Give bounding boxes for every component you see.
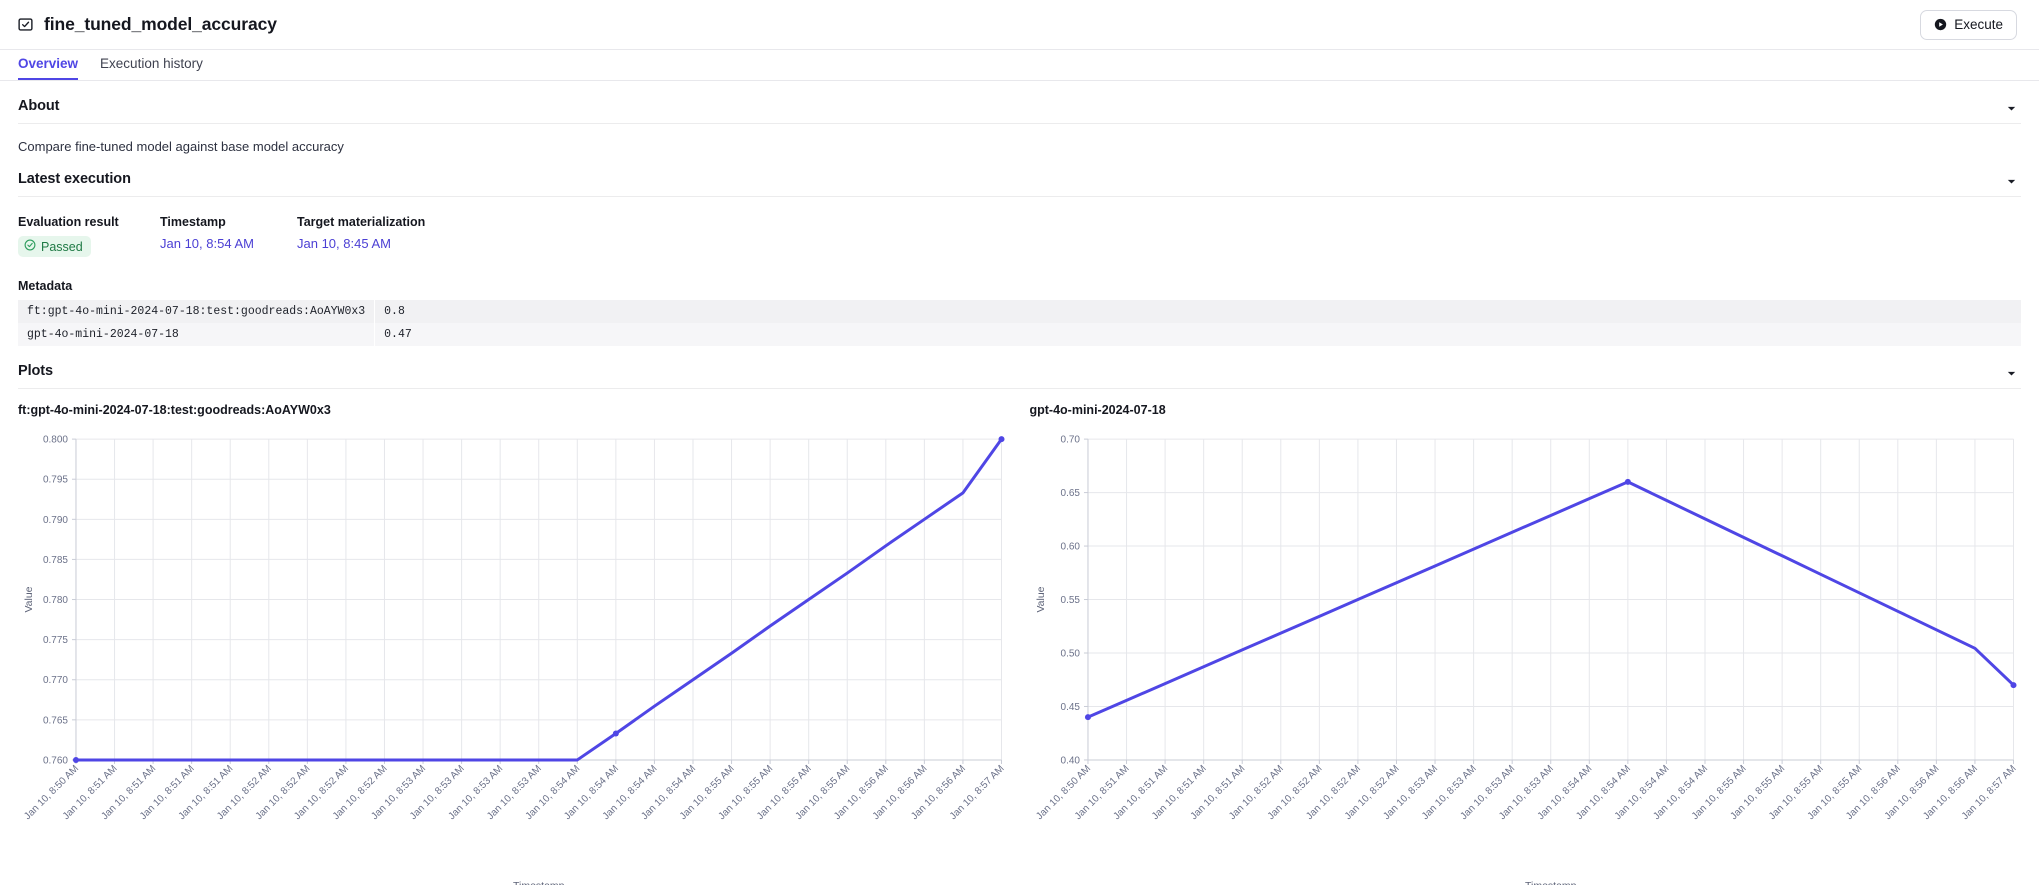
svg-text:0.800: 0.800	[43, 435, 68, 446]
about-section-header[interactable]: About	[18, 81, 2021, 123]
svg-text:0.785: 0.785	[43, 555, 68, 566]
svg-text:0.40: 0.40	[1060, 755, 1080, 766]
metadata-table: ft:gpt-4o-mini-2024-07-18:test:goodreads…	[18, 300, 2021, 346]
svg-text:0.760: 0.760	[43, 755, 68, 766]
latest-execution-heading: Latest execution	[18, 171, 131, 187]
execute-button[interactable]: Execute	[1920, 9, 2017, 40]
svg-text:Timestamp: Timestamp	[1525, 881, 1577, 885]
play-circle-icon	[1934, 18, 1947, 31]
timestamp-label: Timestamp	[160, 215, 226, 229]
svg-text:0.45: 0.45	[1060, 702, 1080, 713]
about-section: About Compare fine-tuned model against b…	[0, 81, 2039, 154]
plots-section: Plots ft:gpt-4o-mini-2024-07-18:test:goo…	[0, 346, 2039, 885]
tab-execution-history[interactable]: Execution history	[100, 56, 203, 71]
about-heading: About	[18, 98, 60, 114]
chevron-down-icon[interactable]	[2006, 366, 2017, 377]
metadata-value: 0.8	[384, 305, 405, 318]
metadata-heading: Metadata	[18, 279, 73, 293]
plots-divider	[18, 388, 2021, 389]
plot-card-base: gpt-4o-mini-2024-07-18 0.40 0.45 0.50 0.55 0…	[1030, 403, 2022, 885]
latest-execution-header[interactable]: Latest execution	[18, 154, 2021, 196]
tab-bar: Overview Execution history	[0, 50, 2039, 81]
execution-summary-grid: Evaluation result Timestamp Target mater…	[18, 197, 2021, 257]
svg-text:0.765: 0.765	[43, 715, 68, 726]
page-title: fine_tuned_model_accuracy	[44, 14, 277, 34]
line-chart-finetuned: 0.760 0.765 0.770 0.775 0.780 0.785 0.790 0.795…	[22, 435, 1006, 885]
plot-card-finetuned: ft:gpt-4o-mini-2024-07-18:test:goodreads…	[18, 403, 1010, 885]
svg-text:0.55: 0.55	[1060, 595, 1080, 606]
svg-text:Value: Value	[1035, 586, 1046, 612]
svg-text:0.775: 0.775	[43, 635, 68, 646]
header-left-group: fine_tuned_model_accuracy	[18, 14, 277, 35]
plot-title: ft:gpt-4o-mini-2024-07-18:test:goodreads…	[18, 403, 331, 417]
about-description: Compare fine-tuned model against base mo…	[18, 139, 344, 154]
chevron-down-icon[interactable]	[2006, 174, 2017, 185]
metadata-key: gpt-4o-mini-2024-07-18	[18, 323, 376, 346]
status-badge: Passed	[18, 236, 91, 257]
svg-text:0.65: 0.65	[1060, 488, 1080, 499]
timestamp-value[interactable]: Jan 10, 8:54 AM	[160, 236, 254, 251]
svg-text:0.60: 0.60	[1060, 542, 1080, 553]
svg-text:Value: Value	[24, 586, 35, 612]
metadata-value: 0.47	[384, 328, 412, 341]
asset-check-icon	[18, 17, 33, 32]
svg-text:0.780: 0.780	[43, 595, 68, 606]
execute-button-label: Execute	[1954, 17, 2003, 32]
target-materialization-value[interactable]: Jan 10, 8:45 AM	[297, 236, 391, 251]
svg-text:0.50: 0.50	[1060, 649, 1080, 660]
chevron-down-icon[interactable]	[2006, 101, 2017, 112]
about-divider	[18, 123, 2021, 124]
evaluation-result-label: Evaluation result	[18, 215, 119, 229]
svg-text:0.795: 0.795	[43, 475, 68, 486]
plots-container: ft:gpt-4o-mini-2024-07-18:test:goodreads…	[18, 389, 2021, 885]
plot-title: gpt-4o-mini-2024-07-18	[1029, 403, 1166, 417]
table-row: ft:gpt-4o-mini-2024-07-18:test:goodreads…	[18, 300, 2021, 323]
target-materialization-label: Target materialization	[297, 215, 426, 229]
status-badge-label: Passed	[41, 239, 83, 254]
app-header: fine_tuned_model_accuracy Execute	[0, 0, 2039, 50]
table-row: gpt-4o-mini-2024-07-18 0.47	[18, 323, 2021, 346]
svg-text:Timestamp: Timestamp	[513, 881, 565, 885]
plots-section-header[interactable]: Plots	[18, 346, 2021, 388]
metadata-key: ft:gpt-4o-mini-2024-07-18:test:goodreads…	[18, 300, 376, 323]
latest-execution-divider	[18, 196, 2021, 197]
tab-overview[interactable]: Overview	[18, 49, 79, 80]
svg-text:0.770: 0.770	[43, 675, 68, 686]
evaluation-result-cell: Passed	[18, 236, 138, 257]
svg-text:0.790: 0.790	[43, 515, 68, 526]
plots-heading: Plots	[18, 363, 53, 379]
svg-text:0.70: 0.70	[1060, 435, 1080, 446]
check-circle-icon	[24, 239, 36, 254]
latest-execution-section: Latest execution Evaluation result Times…	[0, 154, 2039, 346]
